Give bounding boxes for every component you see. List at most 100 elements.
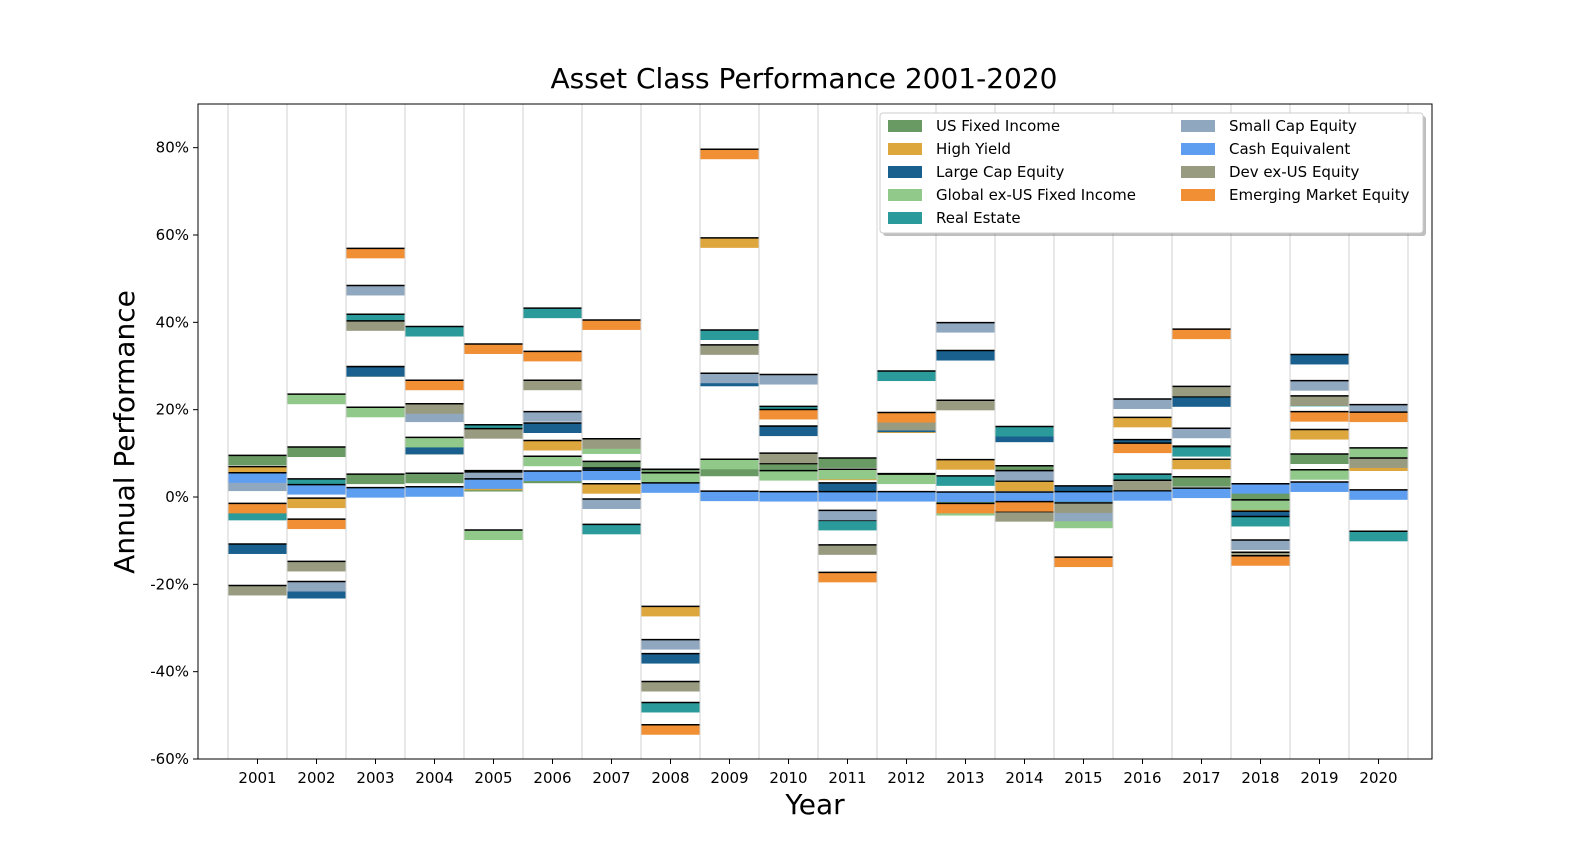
bar-cash-equivalent-2013 [936,492,995,502]
legend-label: Cash Equivalent [1229,140,1350,158]
legend-label: Emerging Market Equity [1229,186,1410,204]
x-tick-label: 2014 [1005,769,1043,787]
bar-dev-ex-us-equity-2006 [523,380,582,391]
x-tick-label: 2010 [769,769,807,787]
bar-cash-equivalent-2001 [228,472,287,483]
bar-large-cap-equity-2013 [936,350,995,361]
bar-emerging-market-equity-2017 [1172,329,1231,340]
bar-dev-ex-us-equity-2003 [346,320,405,331]
bar-cash-equivalent-2018 [1231,483,1290,494]
bar-cash-equivalent-2020 [1349,489,1408,500]
x-tick-label: 2001 [238,769,276,787]
bar-cash-equivalent-2004 [405,486,464,497]
y-tick-label: -60% [150,750,189,768]
bar-us-fixed-income-2003 [346,474,405,485]
bar-global-ex-us-fixed-income-2015 [1054,518,1113,529]
x-axis-label: Year [784,788,845,821]
bar-small-cap-equity-2010 [759,374,818,385]
bar-global-ex-us-fixed-income-2011 [818,469,877,480]
bar-dev-ex-us-equity-2007 [582,438,641,449]
x-tick-label: 2012 [887,769,925,787]
bar-small-cap-equity-2009 [700,373,759,384]
bar-high-yield-2007 [582,483,641,494]
bar-high-yield-2014 [995,481,1054,492]
bar-dev-ex-us-equity-2010 [759,453,818,464]
y-axis-label: Annual Performance [108,290,141,574]
x-tick-label: 2016 [1123,769,1161,787]
bar-emerging-market-equity-2007 [582,319,641,330]
bar-small-cap-equity-2001 [228,481,287,492]
x-tick-label: 2003 [356,769,394,787]
bar-small-cap-equity-2014 [995,470,1054,481]
bar-emerging-market-equity-2020 [1349,412,1408,423]
legend-swatch [888,212,922,224]
x-tick-label: 2020 [1359,769,1397,787]
bar-cash-equivalent-2019 [1290,481,1349,492]
bar-dev-ex-us-equity-2005 [464,428,523,439]
bar-small-cap-equity-2007 [582,498,641,509]
x-tick-label: 2019 [1300,769,1338,787]
bar-small-cap-equity-2011 [818,510,877,521]
bar-real-estate-2017 [1172,446,1231,457]
legend-swatch [888,166,922,178]
bar-dev-ex-us-equity-2011 [818,544,877,555]
legend-swatch [888,120,922,132]
bar-emerging-market-equity-2015 [1054,557,1113,568]
bar-dev-ex-us-equity-2012 [877,420,936,431]
y-tick-label: 80% [156,139,189,157]
bar-real-estate-2020 [1349,531,1408,542]
bar-global-ex-us-fixed-income-2006 [523,456,582,467]
bar-real-estate-2009 [700,329,759,340]
x-tick-label: 2009 [710,769,748,787]
bar-cash-equivalent-2008 [641,482,700,493]
y-tick-label: -20% [150,575,189,593]
legend-label: High Yield [936,140,1011,158]
legend-swatch [1181,166,1215,178]
bar-small-cap-equity-2016 [1113,398,1172,409]
legend-label: Global ex-US Fixed Income [936,186,1136,204]
bar-small-cap-equity-2019 [1290,380,1349,391]
legend-swatch [1181,143,1215,155]
bar-dev-ex-us-equity-2016 [1113,480,1172,491]
bar-real-estate-2003 [346,314,405,325]
bar-emerging-market-equity-2010 [759,409,818,420]
bar-high-yield-2013 [936,459,995,470]
legend: US Fixed Income High Yield Large Cap Equit… [879,112,1426,236]
bar-global-ex-us-fixed-income-2019 [1290,469,1349,480]
bar-large-cap-equity-2010 [759,426,818,437]
bar-high-yield-2002 [287,498,346,509]
bar-dev-ex-us-equity-2014 [995,511,1054,522]
bar-real-estate-2007 [582,524,641,535]
bar-global-ex-us-fixed-income-2012 [877,474,936,485]
bar-emerging-market-equity-2008 [641,724,700,735]
bar-high-yield-2019 [1290,429,1349,440]
bar-emerging-market-equity-2006 [523,351,582,362]
bar-global-ex-us-fixed-income-2020 [1349,447,1408,458]
bar-cash-equivalent-2009 [700,491,759,502]
x-tick-label: 2004 [415,769,453,787]
bar-emerging-market-equity-2012 [877,412,936,423]
bar-dev-ex-us-equity-2019 [1290,395,1349,406]
y-tick-label: 60% [156,226,189,244]
bar-cash-equivalent-2015 [1054,491,1113,502]
bar-large-cap-equity-2001 [228,543,287,554]
bar-real-estate-2006 [523,308,582,319]
bar-dev-ex-us-equity-2001 [228,585,287,596]
legend-items: US Fixed Income High Yield Large Cap Equit… [888,117,1410,227]
bar-us-fixed-income-2004 [405,473,464,484]
bar-dev-ex-us-equity-2004 [405,403,464,414]
bar-small-cap-equity-2004 [405,412,464,423]
bar-us-fixed-income-2018 [1231,492,1290,502]
bar-small-cap-equity-2006 [523,411,582,422]
bar-cash-equivalent-2017 [1172,488,1231,499]
legend-swatch [1181,120,1215,132]
legend-swatch [1181,189,1215,201]
bar-emerging-market-equity-2009 [700,149,759,160]
bar-large-cap-equity-2008 [641,653,700,664]
bar-dev-ex-us-equity-2017 [1172,386,1231,397]
x-tick-label: 2018 [1241,769,1279,787]
legend-label: Real Estate [936,209,1021,227]
bar-real-estate-2018 [1231,516,1290,527]
x-tick-label: 2007 [592,769,630,787]
bar-global-ex-us-fixed-income-2004 [405,437,464,448]
